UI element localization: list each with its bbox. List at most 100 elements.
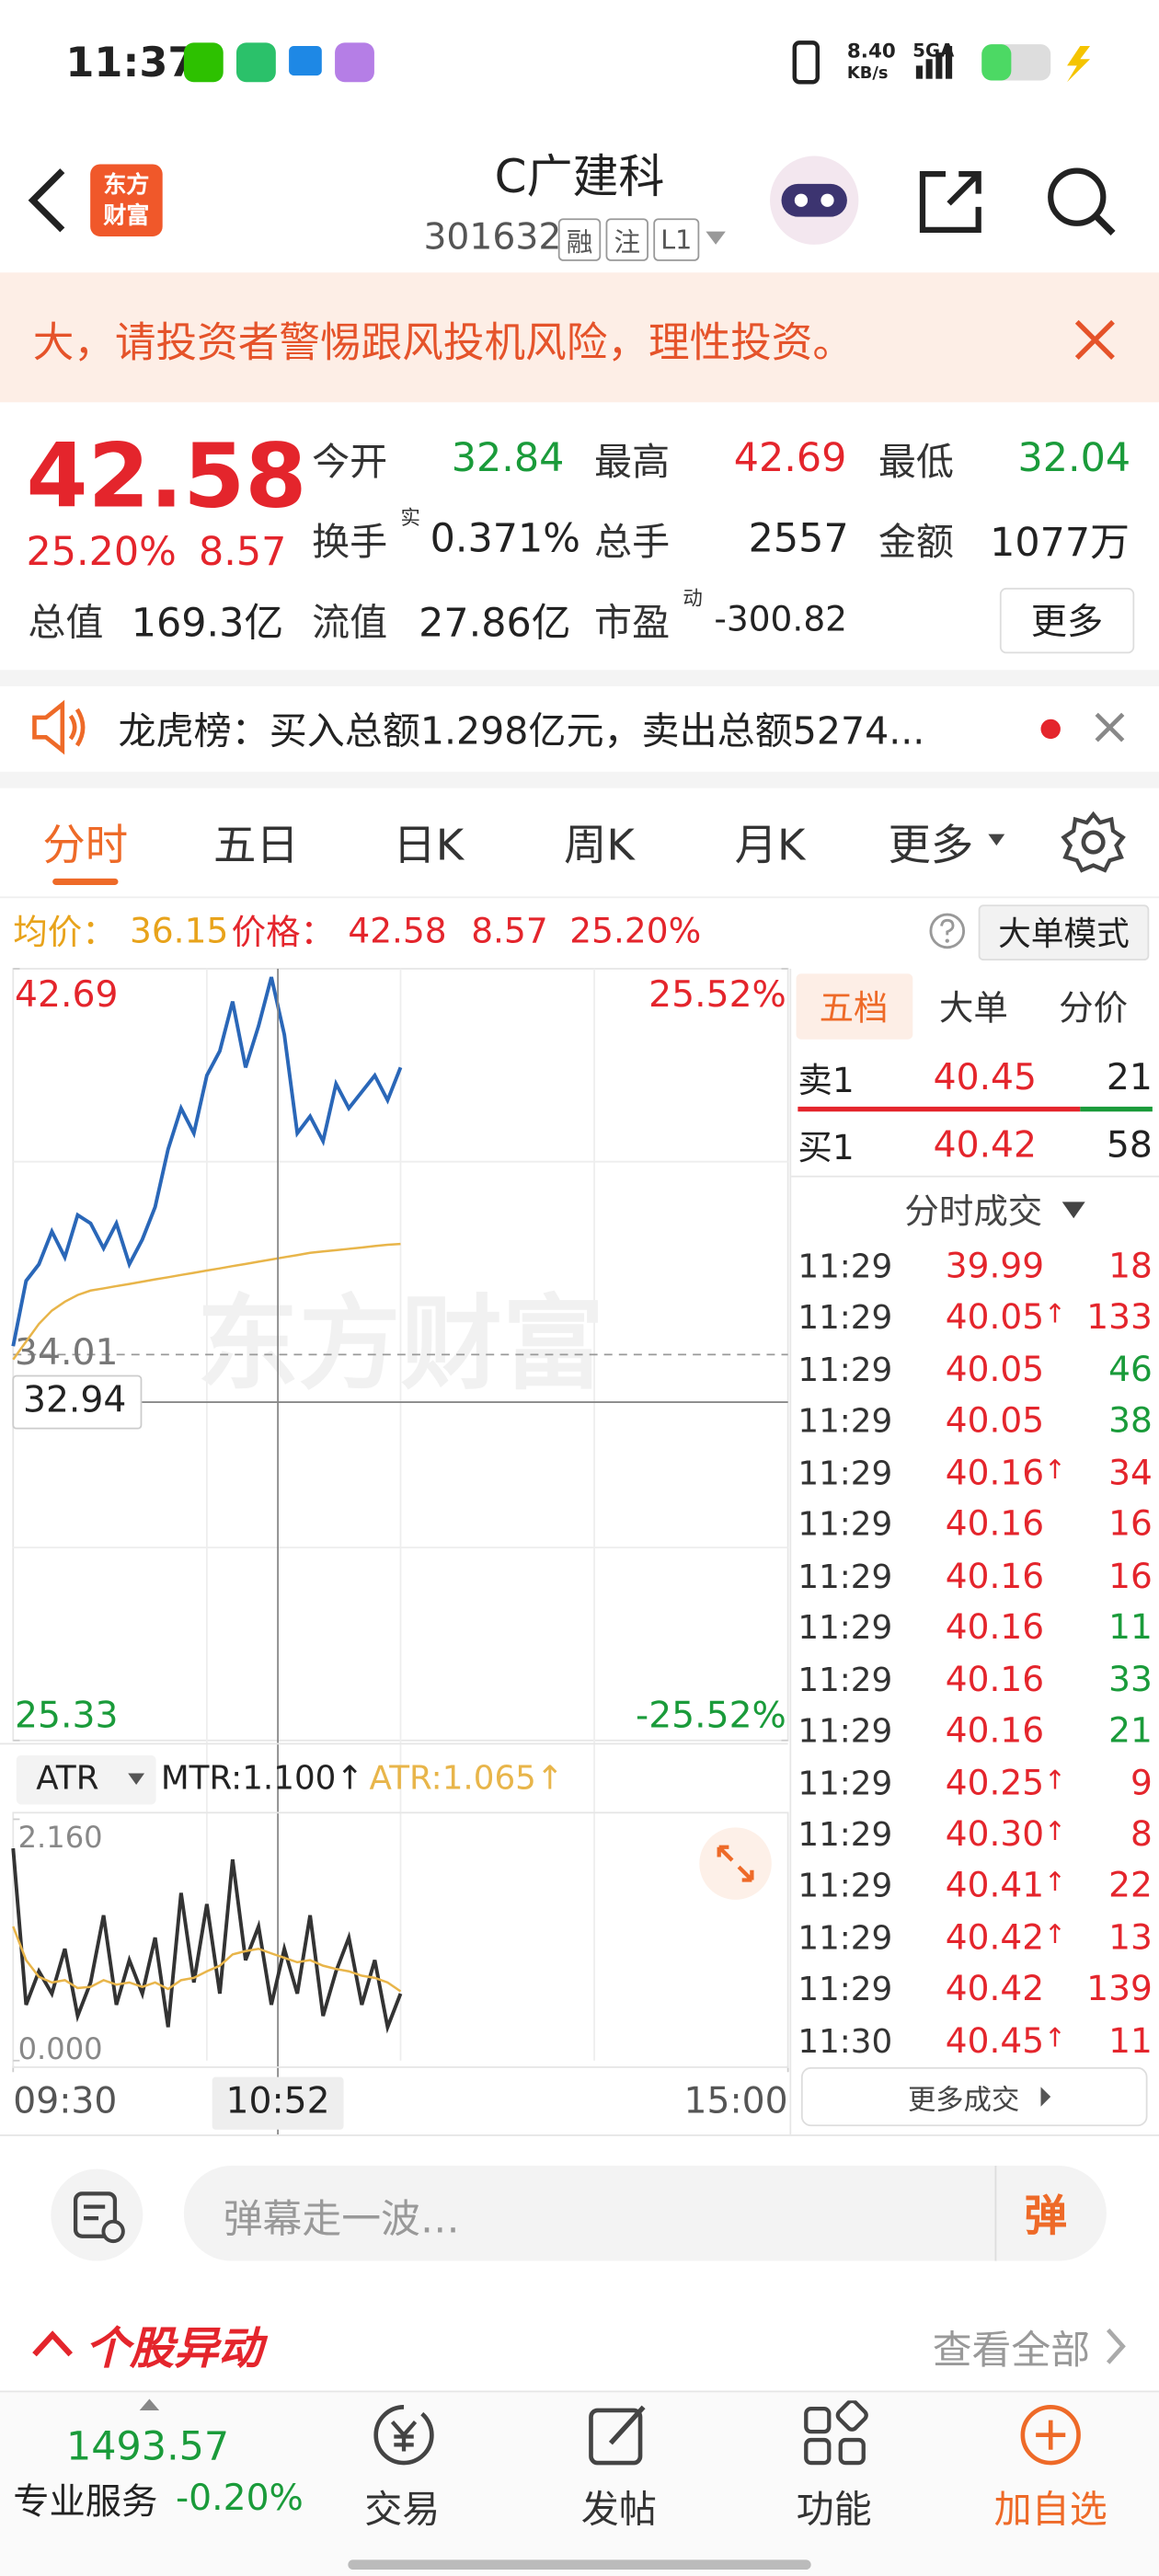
book-price: 40.42	[933, 1125, 1038, 1167]
field-value: 0.371%	[430, 515, 580, 562]
trade-volume: 46	[1108, 1349, 1153, 1389]
period-tab[interactable]: 月K	[734, 822, 806, 871]
period-tab[interactable]: 分时	[42, 822, 129, 871]
back-button[interactable]	[23, 164, 73, 236]
more-trades-button[interactable]	[800, 2066, 1148, 2127]
book-tab[interactable]: 分价	[1059, 988, 1129, 1029]
trade-icon[interactable]	[364, 2400, 443, 2469]
trade-time: 11:29	[798, 1762, 893, 1802]
mode-button[interactable]	[978, 904, 1150, 961]
mode-button-text[interactable]: 大单模式	[998, 914, 1130, 954]
trade-time: 11:29	[798, 1400, 893, 1441]
nav-item[interactable]: 功能	[796, 2489, 872, 2533]
collapse-icon[interactable]	[29, 2325, 75, 2361]
badge-box	[653, 218, 700, 261]
expand-button[interactable]	[697, 1826, 773, 1902]
period-tab[interactable]: 五日	[212, 822, 299, 871]
y-tick-label: 2.160	[18, 1820, 103, 1855]
add-watch-icon[interactable]	[1015, 2400, 1090, 2469]
help-icon[interactable]	[927, 912, 967, 951]
comment-toggle[interactable]	[50, 2168, 145, 2263]
trade-price: 40.16	[945, 1710, 1045, 1751]
badge: 注	[614, 226, 641, 259]
index-change[interactable]: -0.20%	[175, 2478, 304, 2520]
badge: 融	[566, 226, 593, 259]
crosshair-x-label: 10:52	[226, 2081, 330, 2122]
search-button[interactable]	[1044, 164, 1119, 239]
comment-input[interactable]	[183, 2166, 1107, 2261]
share-button[interactable]	[912, 164, 988, 239]
book-price: 40.45	[933, 1058, 1038, 1099]
field-note: 动	[683, 587, 703, 611]
x-tick-label: 15:00	[684, 2081, 788, 2122]
y2-tick-label: -25.52%	[636, 1695, 786, 1736]
y-tick-label: 0.000	[18, 2031, 103, 2066]
badge-box	[557, 218, 602, 261]
last-price: 42.58	[26, 424, 307, 528]
field-label: 最高	[594, 442, 671, 485]
more-button[interactable]	[999, 587, 1135, 654]
trade-time: 11:29	[798, 1969, 893, 2009]
stock-code: 301632	[423, 217, 562, 259]
app-icon	[235, 42, 276, 83]
price-line	[11, 1847, 403, 2034]
logo-text: 财富	[103, 203, 150, 230]
trades-title[interactable]: 分时成交	[904, 1191, 1043, 1232]
trade-volume: 16	[1108, 1556, 1153, 1596]
trade-price: 40.16	[945, 1659, 1045, 1699]
alerts-title: 个股异动	[85, 2324, 263, 2375]
period-tab[interactable]: 更多	[888, 822, 974, 871]
divider	[791, 1175, 1159, 1178]
field-label: 最低	[878, 442, 954, 485]
dropdown[interactable]	[703, 226, 729, 249]
assistant-avatar[interactable]	[765, 155, 864, 247]
warning-banner	[0, 272, 1159, 403]
post-icon[interactable]	[581, 2400, 657, 2469]
field-value: 169.3亿	[131, 600, 284, 647]
function-icon[interactable]	[798, 2400, 873, 2469]
nav-item[interactable]: 发帖	[580, 2489, 657, 2533]
panel-divider	[789, 968, 792, 2135]
logo	[90, 164, 163, 236]
dragon-tiger-text[interactable]: 龙虎榜：买入总额1.298亿元，卖出总额5274...	[118, 710, 925, 754]
period-tab[interactable]: 日K	[393, 822, 465, 871]
dropdown[interactable]	[1061, 1199, 1087, 1222]
nav-item[interactable]: 加自选	[993, 2489, 1107, 2533]
comment-placeholder[interactable]: 弹幕走一波…	[223, 2196, 460, 2243]
home-indicator	[348, 2559, 811, 2570]
avg-label: 均价：	[13, 913, 117, 953]
field-label: 总手	[594, 522, 671, 565]
book-label: 买1	[798, 1128, 855, 1167]
price-line	[11, 976, 403, 1347]
more-button-text[interactable]: 更多	[1030, 602, 1104, 644]
index-label[interactable]: 专业服务	[13, 2482, 158, 2524]
change: 8.57	[198, 528, 287, 575]
y-tick-label: 25.33	[15, 1695, 118, 1736]
dropdown[interactable]	[988, 834, 1005, 846]
nav-item[interactable]: 交易	[364, 2489, 441, 2533]
period-tab[interactable]: 周K	[563, 822, 635, 871]
danmu-button[interactable]: 弹	[1024, 2192, 1068, 2243]
book-tab[interactable]: 五档	[819, 988, 889, 1029]
badge: L1	[660, 224, 693, 256]
badge-box	[605, 218, 648, 261]
index-value[interactable]: 1493.57	[66, 2423, 230, 2470]
field-label: 换手	[312, 522, 388, 565]
field-value: 42.69	[733, 434, 847, 481]
banner-controls[interactable]	[1034, 709, 1132, 749]
indicator-readout: ATR:1.065↑	[370, 1760, 564, 1798]
trade-mark: ↑	[1044, 1763, 1066, 1795]
logo-text: 东方	[103, 172, 150, 199]
alerts-more[interactable]: 查看全部	[932, 2327, 1091, 2374]
intraday-chart: 东方财富 25.33 34.01 42.69 -25.52% 25.52% 32.94 10:…	[0, 968, 789, 2135]
close-button[interactable]	[1073, 318, 1116, 361]
status-icons	[792, 40, 1091, 85]
trade-volume: 139	[1086, 1969, 1153, 2009]
book-volume: 58	[1106, 1125, 1153, 1167]
book-tab[interactable]: 大单	[938, 988, 1008, 1029]
more-trades-text[interactable]: 更多成交	[907, 2084, 1020, 2118]
settings-button[interactable]	[1061, 810, 1126, 875]
field-value: 32.84	[451, 434, 565, 481]
trade-price: 40.05	[945, 1297, 1045, 1338]
